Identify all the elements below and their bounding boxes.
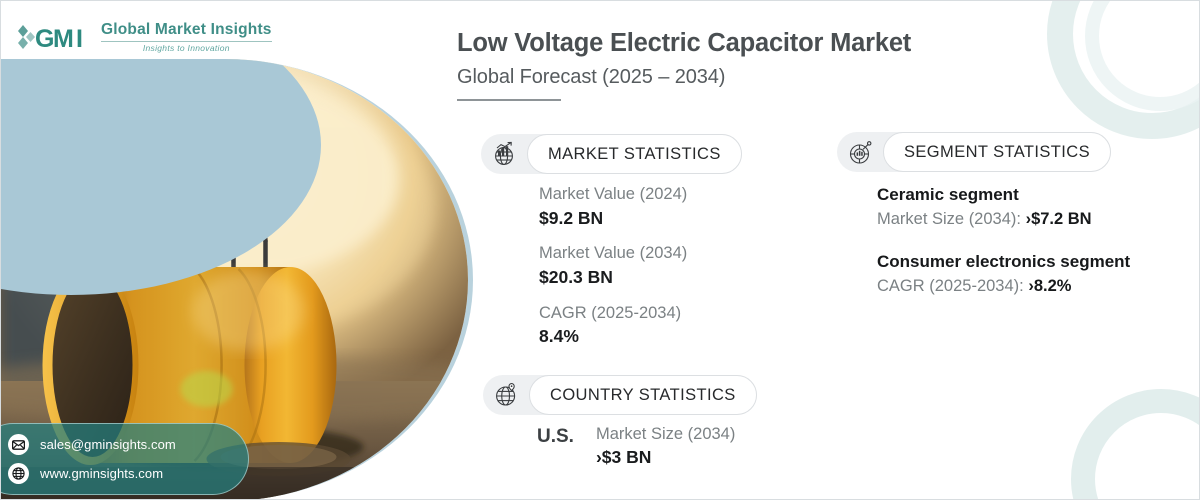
contact-website-row[interactable]: www.gminsights.com [8, 463, 248, 484]
stat-value: $9.2 BN [539, 207, 604, 228]
segment-value: 8.2% [1033, 276, 1072, 295]
gmi-logo-icon: G M I [18, 25, 83, 53]
contact-info-pill: sales@gminsights.com www.gminsights.com [1, 423, 249, 495]
segment-statistics-pill[interactable]: SEGMENT STATISTICS [837, 132, 1111, 172]
segment-statistics-list: Ceramic segment Market Size (2034): ›$7.… [877, 184, 1130, 297]
page-subtitle: Global Forecast (2025 – 2034) [457, 66, 726, 88]
segment-metric: Market Size (2034): ›$7.2 BN [877, 209, 1130, 230]
market-statistics-pill[interactable]: MARKET STATISTICS [481, 134, 742, 174]
stat-value: 8.4% [539, 326, 579, 347]
country-metric: Market Size (2034) ›$3 BN [596, 424, 735, 468]
country-value: $3 BN [601, 446, 652, 467]
country-statistics-item: U.S. Market Size (2034) ›$3 BN [537, 424, 735, 468]
segment-metric: CAGR (2025-2034): ›8.2% [877, 276, 1130, 297]
stat-value: $20.3 BN [539, 267, 613, 287]
country-statistics-pill[interactable]: COUNTRY STATISTICS [483, 375, 757, 415]
contact-email[interactable]: sales@gminsights.com [40, 437, 176, 452]
greater-than-icon: › [1025, 210, 1032, 229]
stat-item: CAGR (2025-2034) 8.4% [539, 303, 687, 348]
country-caption: Market Size (2034) [595, 425, 736, 443]
page-title: Low Voltage Electric Capacitor Market [457, 29, 912, 57]
globe-icon [8, 463, 29, 484]
svg-text:G: G [35, 25, 54, 53]
logo-tagline: Insights to Innovation [142, 42, 230, 53]
decorative-ring-bottom-right [1071, 389, 1199, 499]
stat-item: Market Value (2034) $20.3 BN [539, 243, 687, 288]
country-statistics-label: COUNTRY STATISTICS [529, 375, 757, 415]
pie-chart-pointer-icon [845, 137, 875, 167]
stat-caption: Market Value (2024) [539, 185, 688, 203]
segment-title: Ceramic segment [877, 185, 1019, 204]
svg-text:M: M [53, 25, 74, 53]
stat-caption: CAGR (2025-2034) [539, 303, 682, 322]
headline-block: Low Voltage Electric Capacitor Market Gl… [457, 29, 911, 101]
stat-caption: Market Value (2034) [539, 244, 688, 263]
segment-item: Consumer electronics segment CAGR (2025-… [877, 251, 1130, 298]
segment-item: Ceramic segment Market Size (2034): ›$7.… [877, 184, 1130, 231]
decorative-ring-top-right-inner [1085, 1, 1199, 111]
svg-text:I: I [76, 25, 83, 53]
globe-bar-chart-icon [489, 139, 519, 169]
title-underline [457, 99, 561, 101]
envelope-icon [8, 434, 29, 455]
globe-pin-icon [491, 380, 521, 410]
market-statistics-label: MARKET STATISTICS [527, 134, 742, 174]
country-value-row: ›$3 BN [596, 447, 735, 468]
segment-statistics-label: SEGMENT STATISTICS [883, 132, 1111, 172]
contact-email-row[interactable]: sales@gminsights.com [8, 434, 248, 455]
gmi-logo: G M I Global Market Insights Insights to… [15, 21, 272, 53]
segment-title: Consumer electronics segment [877, 251, 1131, 271]
segment-value: $7.2 BN [1031, 210, 1092, 229]
logo-divider [101, 40, 272, 42]
decorative-ring-top-right [1047, 1, 1199, 139]
segment-caption: Market Size (2034): [877, 210, 1026, 229]
greater-than-icon: › [1028, 276, 1034, 295]
market-statistics-list: Market Value (2024) $9.2 BN Market Value… [539, 184, 687, 348]
greater-than-icon: › [595, 446, 602, 467]
stat-item: Market Value (2024) $9.2 BN [539, 184, 687, 229]
country-name: U.S. [537, 426, 574, 447]
segment-caption: CAGR (2025-2034): [877, 276, 1029, 295]
contact-website[interactable]: www.gminsights.com [40, 466, 164, 481]
logo-wordmark: Global Market Insights [101, 21, 272, 38]
